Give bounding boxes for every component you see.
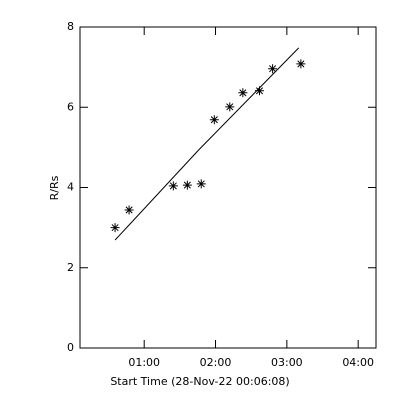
y-tick-label: 0 (67, 341, 74, 354)
y-tick-label: 8 (67, 20, 74, 33)
y-tick-label: 6 (67, 100, 74, 113)
x-axis-label: Start Time (28-Nov-22 00:06:08) (110, 375, 289, 388)
y-tick-label: 4 (67, 181, 74, 194)
y-axis-label: R/Rs (48, 175, 61, 200)
plot-frame (79, 26, 377, 349)
data-point (268, 64, 278, 74)
data-point (124, 205, 134, 215)
data-point (255, 86, 265, 96)
data-point (209, 115, 219, 125)
data-point (225, 102, 235, 112)
x-tick-label: 02:00 (200, 356, 232, 369)
data-point (110, 223, 120, 233)
data-point (196, 179, 206, 189)
x-tick-label: 04:00 (342, 356, 374, 369)
data-point (296, 59, 306, 69)
data-point (168, 181, 178, 191)
x-tick-label: 03:00 (271, 356, 303, 369)
data-point (238, 88, 248, 98)
data-point (182, 180, 192, 190)
fit-line (114, 47, 300, 241)
x-tick-label: 01:00 (128, 356, 160, 369)
y-tick-label: 2 (67, 261, 74, 274)
